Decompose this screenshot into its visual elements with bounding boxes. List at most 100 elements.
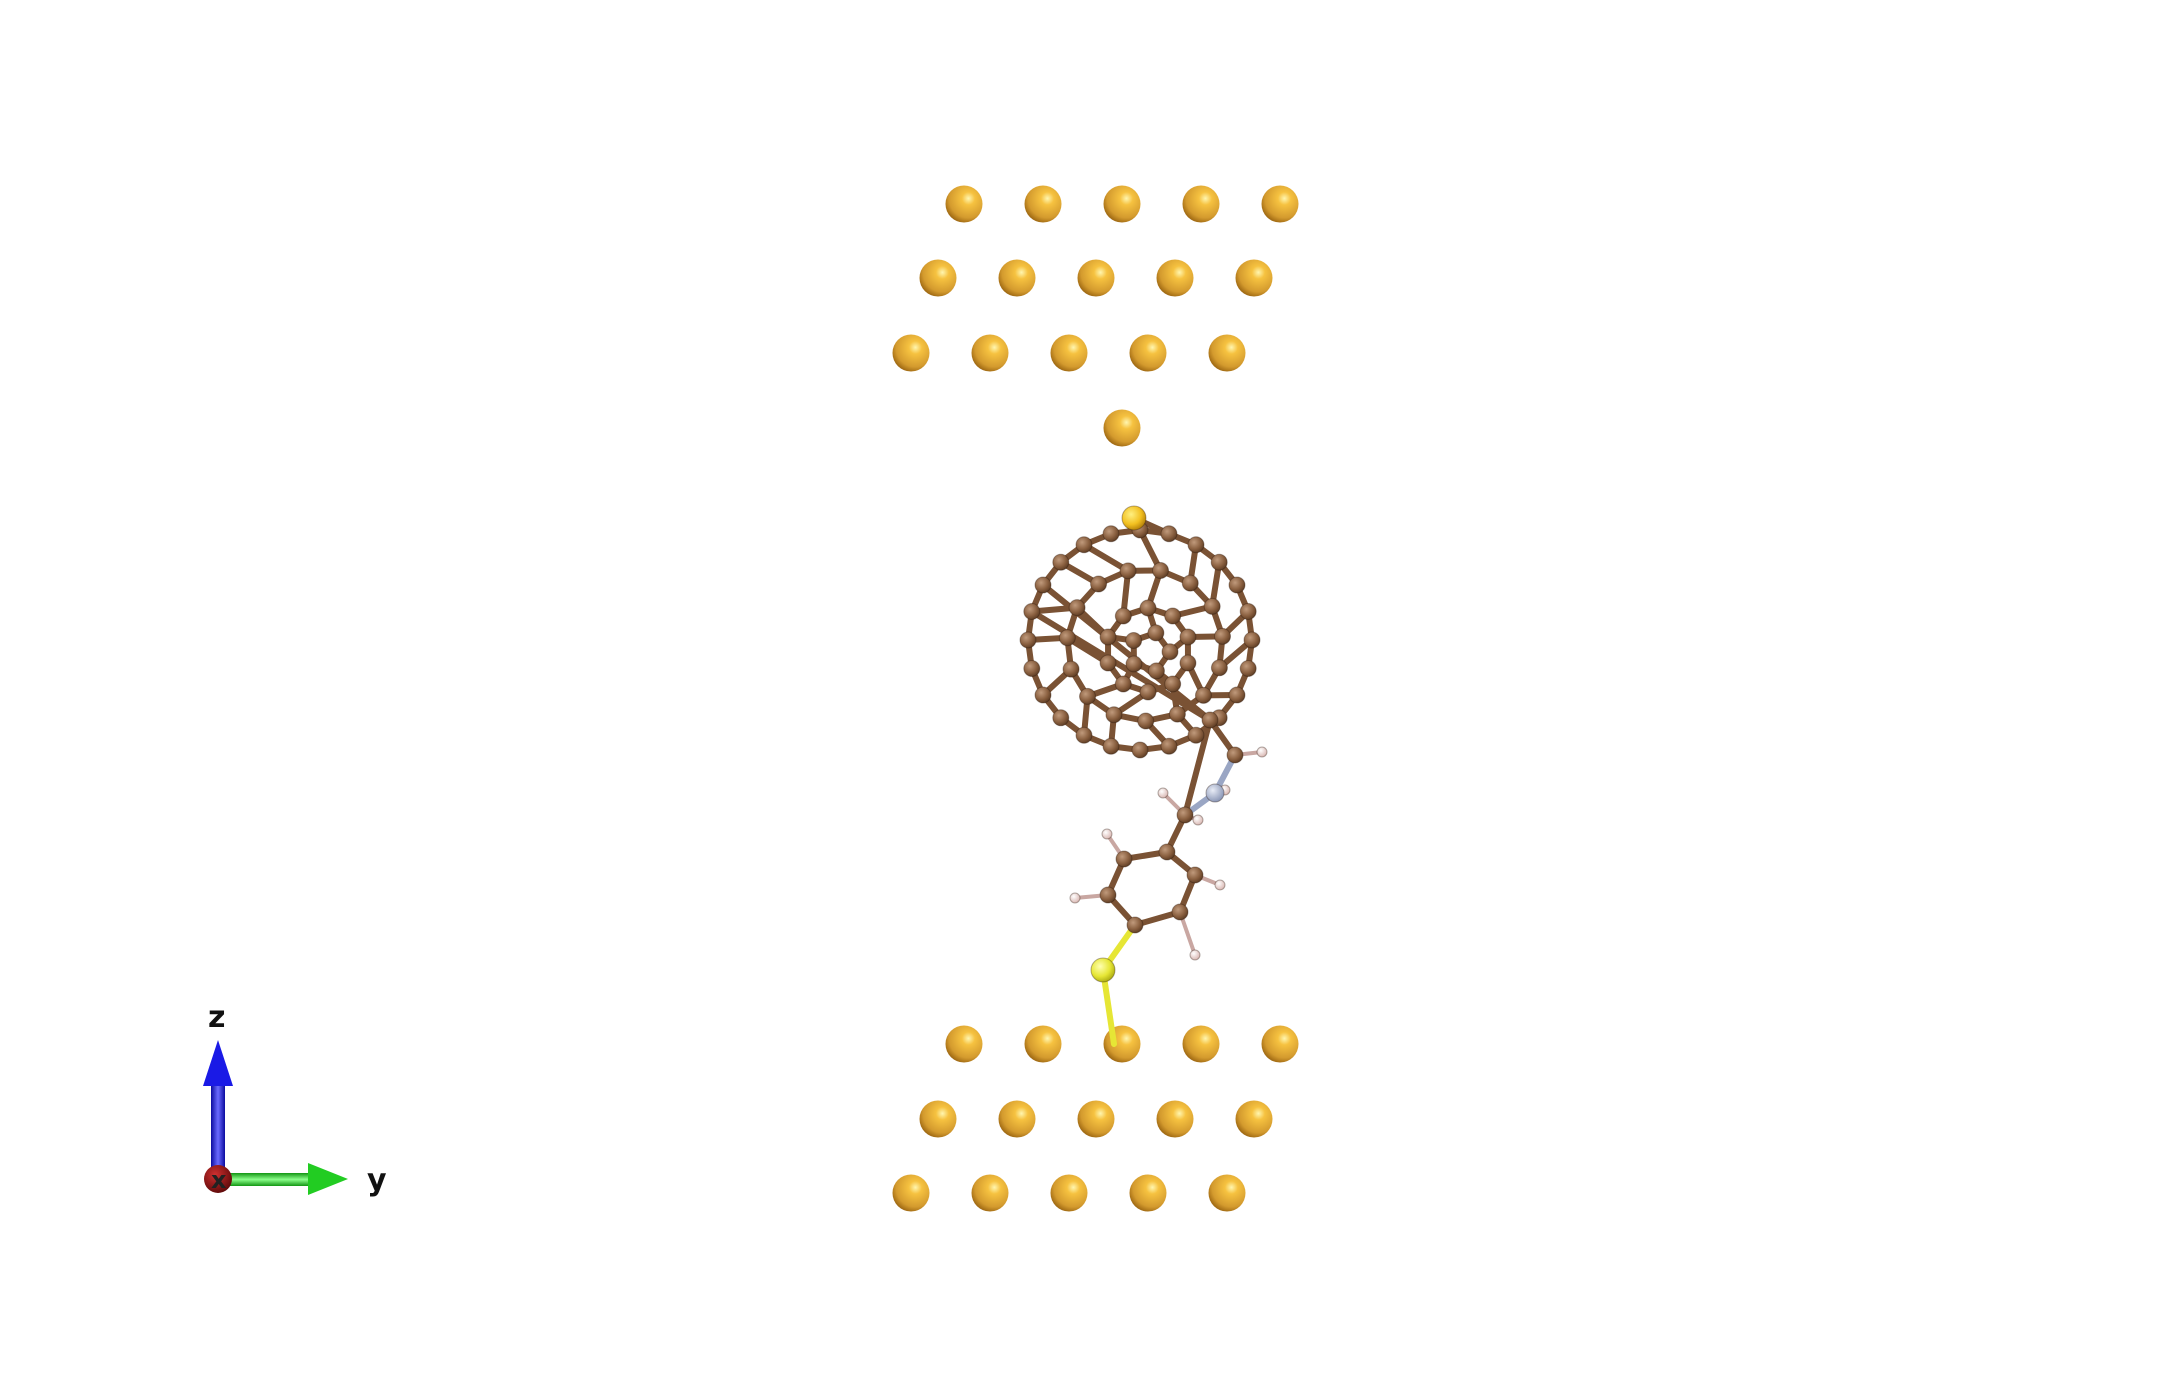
top-au-atom bbox=[1050, 334, 1088, 372]
carbon-atom bbox=[1075, 726, 1093, 744]
bottom-au-atom bbox=[998, 1100, 1036, 1138]
top-au-atom bbox=[1156, 259, 1194, 297]
nitrogen-atom bbox=[1205, 783, 1225, 803]
x-axis-end bbox=[204, 1165, 232, 1193]
carbon-atom bbox=[1139, 599, 1157, 617]
top-au-atom bbox=[1182, 185, 1220, 223]
carbon-atom bbox=[1160, 525, 1178, 543]
carbon-atom bbox=[1176, 806, 1194, 824]
carbon-atom bbox=[1139, 683, 1157, 701]
z-axis-label: z bbox=[208, 1000, 225, 1035]
hydrogen-atom bbox=[1192, 814, 1204, 826]
carbon-atom bbox=[1131, 741, 1149, 759]
au-adatom bbox=[1103, 409, 1141, 447]
hydrogen-atom bbox=[1069, 892, 1081, 904]
carbon-atom bbox=[1079, 687, 1097, 705]
bond bbox=[1182, 717, 1213, 818]
carbon-atom bbox=[1102, 525, 1120, 543]
bond bbox=[1100, 967, 1117, 1047]
carbon-atom bbox=[1126, 916, 1144, 934]
carbon-atom bbox=[1210, 553, 1228, 571]
carbon-atom bbox=[1210, 659, 1228, 677]
hydrogen-atom bbox=[1189, 949, 1201, 961]
top-au-atom bbox=[998, 259, 1036, 297]
carbon-atom bbox=[1090, 575, 1108, 593]
bottom-au-atom bbox=[971, 1174, 1009, 1212]
z-axis-shaft bbox=[211, 1082, 225, 1182]
carbon-atom bbox=[1034, 686, 1052, 704]
carbon-atom bbox=[1099, 886, 1117, 904]
carbon-atom bbox=[1075, 536, 1093, 554]
carbon-atom bbox=[1115, 850, 1133, 868]
bottom-au-atom bbox=[1050, 1174, 1088, 1212]
top-au-atom bbox=[919, 259, 957, 297]
carbon-atom bbox=[1034, 576, 1052, 594]
bottom-au-atom bbox=[1182, 1025, 1220, 1063]
carbon-atom bbox=[1102, 737, 1120, 755]
carbon-atom bbox=[1062, 660, 1080, 678]
carbon-atom bbox=[1164, 675, 1182, 693]
carbon-atom bbox=[1181, 574, 1199, 592]
carbon-atom bbox=[1099, 654, 1117, 672]
top-au-atom bbox=[1261, 185, 1299, 223]
top-au-atom bbox=[1235, 259, 1273, 297]
top-au-atom bbox=[1077, 259, 1115, 297]
hydrogen-atom bbox=[1256, 746, 1268, 758]
carbon-atom bbox=[1114, 607, 1132, 625]
carbon-atom bbox=[1171, 903, 1189, 921]
carbon-atom bbox=[1164, 607, 1182, 625]
carbon-atom bbox=[1023, 603, 1041, 621]
top-au-atom bbox=[892, 334, 930, 372]
carbon-atom bbox=[1158, 843, 1176, 861]
hydrogen-atom bbox=[1214, 879, 1226, 891]
axis-triad: z y x bbox=[203, 1000, 387, 1198]
carbon-atom bbox=[1052, 553, 1070, 571]
bottom-au-atom bbox=[1129, 1174, 1167, 1212]
bottom-au-atom bbox=[892, 1174, 930, 1212]
y-axis-label: y bbox=[367, 1163, 387, 1198]
bottom-au-atom bbox=[919, 1100, 957, 1138]
carbon-atom bbox=[1194, 686, 1212, 704]
carbon-atom bbox=[1068, 599, 1086, 617]
bottom-au-atom bbox=[1235, 1100, 1273, 1138]
top-au-atom bbox=[1129, 334, 1167, 372]
carbon-atom bbox=[1058, 629, 1076, 647]
carbon-atom bbox=[1137, 712, 1155, 730]
carbon-atom bbox=[1179, 654, 1197, 672]
carbon-atom bbox=[1168, 705, 1186, 723]
top-au-atom bbox=[1103, 185, 1141, 223]
bottom-au-atom bbox=[1208, 1174, 1246, 1212]
bottom-au-atom bbox=[1261, 1025, 1299, 1063]
hydrogen-atom bbox=[1101, 828, 1113, 840]
carbon-atom bbox=[1105, 706, 1123, 724]
top-au-atom bbox=[971, 334, 1009, 372]
bottom-au-atom bbox=[1077, 1100, 1115, 1138]
bottom-gold-electrode bbox=[892, 1025, 1299, 1212]
carbon-atom bbox=[1201, 711, 1219, 729]
carbon-atom bbox=[1243, 631, 1261, 649]
carbon-atom bbox=[1099, 628, 1117, 646]
carbon-atom bbox=[1239, 659, 1257, 677]
molecule-atoms bbox=[1019, 505, 1268, 983]
carbon-atom bbox=[1114, 675, 1132, 693]
carbon-atom bbox=[1179, 628, 1197, 646]
bond bbox=[1081, 541, 1132, 574]
carbon-atom bbox=[1019, 631, 1037, 649]
hydrogen-atom bbox=[1157, 787, 1169, 799]
bottom-au-atom bbox=[1156, 1100, 1194, 1138]
carbon-atom bbox=[1023, 659, 1041, 677]
carbon-atom bbox=[1125, 655, 1143, 673]
sulfur-atom bbox=[1090, 957, 1116, 983]
carbon-atom bbox=[1239, 603, 1257, 621]
top-au-atom bbox=[945, 185, 983, 223]
carbon-atom bbox=[1052, 709, 1070, 727]
carbon-atom bbox=[1160, 737, 1178, 755]
bond bbox=[1028, 608, 1213, 723]
carbon-atom bbox=[1186, 866, 1204, 884]
carbon-atom bbox=[1228, 576, 1246, 594]
top-au-atom bbox=[1024, 185, 1062, 223]
carbon-atom bbox=[1147, 624, 1165, 642]
molecule-bonds bbox=[1025, 515, 1264, 1047]
top-gold-electrode bbox=[892, 185, 1299, 447]
